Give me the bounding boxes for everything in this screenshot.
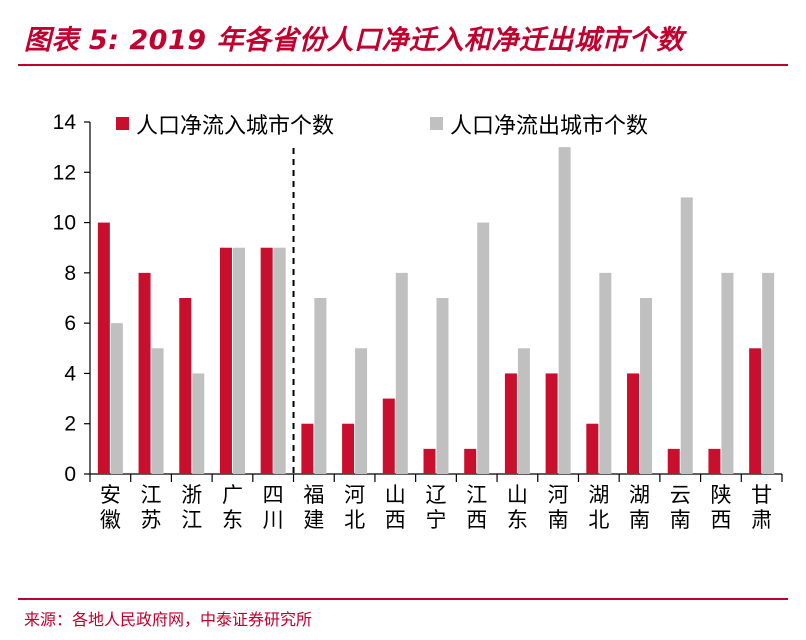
bar-inflow-14 [667,448,680,474]
bar-inflow-7 [382,398,395,474]
x-tick-label: 云南 [670,483,691,532]
x-tick-label: 山东 [507,483,528,532]
bar-outflow-15 [721,272,734,474]
legend-label-0: 人口净流入城市个数 [136,114,334,139]
x-tick-label: 福建 [303,483,324,532]
bar-outflow-11 [558,147,571,474]
bar-outflow-5 [314,298,327,474]
bar-inflow-5 [301,423,314,474]
bar-outflow-12 [599,272,612,474]
x-tick-label: 湖南 [629,483,650,532]
y-tick-label: 14 [53,111,77,134]
x-tick-label: 浙江 [181,483,202,532]
bar-outflow-6 [355,348,368,474]
bar-outflow-0 [110,323,123,474]
x-tick-label: 陕西 [710,483,731,532]
x-tick-label: 甘肃 [751,483,772,532]
bar-inflow-15 [708,448,721,474]
bar-inflow-0 [97,222,110,474]
bar-outflow-8 [436,298,449,474]
legend-swatch-0 [116,117,129,130]
bar-outflow-3 [232,247,245,474]
bar-outflow-1 [151,348,164,474]
bar-inflow-4 [260,247,273,474]
x-tick-label: 广东 [222,483,243,532]
bar-outflow-16 [762,272,775,474]
y-tick-label: 8 [64,262,76,285]
y-tick-label: 2 [64,413,76,436]
bar-inflow-11 [545,373,558,474]
chart-title: 图表 5: 2019 年各省份人口净迁入和净迁出城市个数 [24,25,684,56]
bar-inflow-2 [179,298,192,474]
x-tick-label: 湖北 [588,483,609,532]
x-tick-label: 安徽 [100,483,121,532]
bar-outflow-13 [640,298,653,474]
bar-outflow-14 [680,197,693,474]
bar-outflow-2 [192,373,205,474]
bar-inflow-9 [464,448,477,474]
legend-label-1: 人口净流出城市个数 [450,114,648,139]
bar-outflow-7 [395,272,408,474]
y-tick-label: 4 [64,362,76,385]
x-tick-label: 河北 [344,483,365,532]
bar-outflow-4 [273,247,286,474]
bar-inflow-10 [504,373,517,474]
bar-inflow-12 [586,423,599,474]
x-tick-label: 山西 [385,483,406,532]
x-tick-label: 江苏 [141,483,162,532]
bar-inflow-16 [749,348,762,474]
x-tick-label: 江西 [466,483,487,532]
bar-inflow-3 [219,247,232,474]
y-tick-label: 10 [53,212,76,235]
footer-divider [18,598,788,600]
bar-inflow-1 [138,272,151,474]
bar-chart: 0 2 4 6 8 10 12 14 安徽江苏浙江广东四川福建河北山西辽宁江西山东河南湖北湖南云… [53,111,783,532]
legend-swatch-1 [430,117,443,130]
x-tick-label: 河南 [548,483,569,532]
bar-outflow-10 [517,348,530,474]
source-note: 来源：各地人民政府网，中泰证券研究所 [24,610,313,629]
y-tick-label: 6 [64,312,76,335]
y-tick-label: 0 [64,463,76,486]
bar-inflow-6 [342,423,355,474]
x-tick-label: 辽宁 [426,483,447,532]
bar-outflow-9 [477,222,490,474]
bar-inflow-8 [423,448,436,474]
bar-inflow-13 [627,373,640,474]
x-tick-label: 四川 [263,483,284,532]
title-divider [18,64,788,66]
y-tick-label: 12 [53,161,76,184]
